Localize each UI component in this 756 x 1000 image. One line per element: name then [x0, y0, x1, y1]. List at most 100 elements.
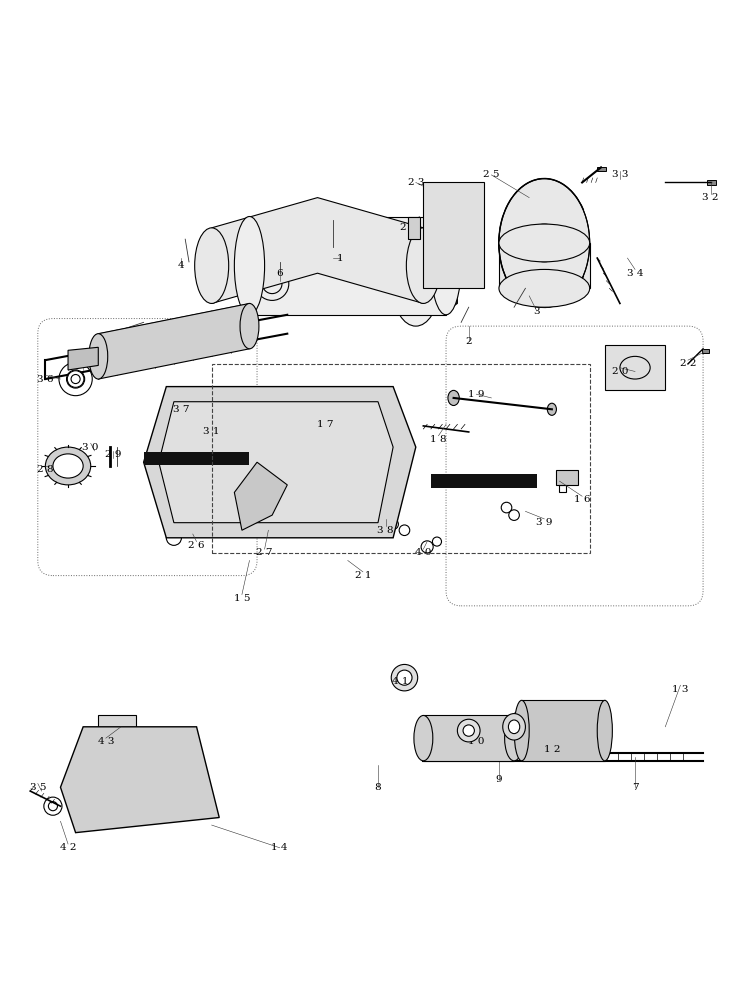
Text: 2 1: 2 1 [355, 571, 371, 580]
Bar [98, 715, 136, 734]
Bar [212, 364, 590, 553]
Text: 3 5: 3 5 [29, 783, 46, 792]
Ellipse shape [508, 720, 520, 734]
Polygon shape [446, 285, 457, 311]
Text: 7: 7 [632, 783, 638, 792]
Polygon shape [144, 387, 416, 538]
Ellipse shape [547, 403, 556, 415]
Polygon shape [408, 217, 420, 239]
Polygon shape [423, 182, 484, 288]
Polygon shape [212, 198, 423, 303]
Text: 8: 8 [375, 783, 381, 792]
Text: 4 2: 4 2 [60, 843, 76, 852]
Text: 3 1: 3 1 [203, 427, 220, 436]
Text: 2 5: 2 5 [483, 170, 500, 179]
Polygon shape [68, 347, 98, 370]
Ellipse shape [71, 375, 80, 384]
Bar [410, 226, 417, 234]
Text: 2 8: 2 8 [37, 465, 54, 474]
Text: 1 4: 1 4 [271, 843, 288, 852]
Bar [463, 214, 475, 226]
Bar [431, 474, 537, 488]
Text: 4: 4 [178, 261, 184, 270]
Bar [314, 398, 329, 413]
Polygon shape [159, 402, 393, 523]
Text: 5: 5 [133, 329, 139, 338]
Bar [432, 244, 445, 257]
Ellipse shape [240, 303, 259, 349]
Polygon shape [60, 727, 219, 833]
Text: 1 2: 1 2 [544, 745, 560, 754]
Ellipse shape [514, 700, 529, 761]
Text: 4 3: 4 3 [98, 737, 114, 746]
Text: 2 3: 2 3 [407, 178, 424, 187]
Ellipse shape [431, 217, 461, 315]
Ellipse shape [295, 220, 340, 296]
Text: 6: 6 [277, 269, 283, 278]
Polygon shape [249, 217, 446, 315]
Ellipse shape [195, 228, 228, 303]
Text: 3 0: 3 0 [82, 443, 99, 452]
Bar [450, 290, 456, 303]
Ellipse shape [190, 401, 203, 410]
Text: 1 6: 1 6 [574, 495, 590, 504]
Text: 3 6: 3 6 [37, 375, 54, 384]
Text: 1 5: 1 5 [234, 594, 250, 603]
Bar [597, 167, 606, 171]
Ellipse shape [463, 725, 475, 736]
Bar [556, 470, 578, 485]
Text: 3 4: 3 4 [627, 269, 643, 278]
Bar [702, 349, 709, 353]
Polygon shape [522, 700, 605, 761]
Ellipse shape [499, 179, 590, 307]
Ellipse shape [178, 401, 185, 406]
Ellipse shape [597, 700, 612, 761]
Polygon shape [605, 345, 665, 390]
Ellipse shape [448, 390, 459, 406]
Ellipse shape [397, 670, 412, 685]
Bar [463, 244, 475, 257]
Text: 2 2: 2 2 [680, 359, 696, 368]
Text: 9: 9 [496, 775, 502, 784]
Ellipse shape [505, 715, 524, 761]
Bar [559, 485, 566, 492]
Text: 2 6: 2 6 [188, 541, 205, 550]
Ellipse shape [393, 251, 438, 326]
Bar [144, 452, 249, 465]
Ellipse shape [53, 454, 83, 478]
Ellipse shape [407, 228, 440, 303]
Ellipse shape [193, 403, 200, 408]
Text: 1 7: 1 7 [317, 420, 333, 429]
Ellipse shape [175, 399, 188, 408]
Ellipse shape [234, 217, 265, 315]
Ellipse shape [67, 371, 84, 387]
Polygon shape [423, 715, 514, 761]
Text: 1 3: 1 3 [672, 684, 689, 694]
Text: 3 7: 3 7 [173, 405, 190, 414]
Bar [707, 180, 716, 185]
Text: 2 4: 2 4 [400, 223, 417, 232]
Polygon shape [234, 462, 287, 530]
Text: 3 9: 3 9 [536, 518, 553, 527]
Ellipse shape [392, 664, 417, 691]
Ellipse shape [414, 715, 432, 761]
Polygon shape [499, 243, 590, 288]
Polygon shape [98, 303, 249, 379]
Ellipse shape [457, 719, 480, 742]
Ellipse shape [499, 224, 590, 262]
Text: 3 3: 3 3 [612, 170, 628, 179]
Text: 1 1: 1 1 [506, 715, 522, 724]
Text: 2 9: 2 9 [105, 450, 122, 459]
Ellipse shape [499, 269, 590, 307]
Text: 1: 1 [337, 254, 343, 263]
Ellipse shape [89, 334, 108, 379]
Text: 3 2: 3 2 [702, 193, 719, 202]
Text: 4 1: 4 1 [392, 677, 409, 686]
Text: 3: 3 [534, 306, 540, 316]
Bar [432, 214, 445, 226]
Text: 2: 2 [466, 337, 472, 346]
Text: 2 0: 2 0 [612, 367, 628, 376]
Text: 1 8: 1 8 [430, 435, 447, 444]
Text: 1 0: 1 0 [468, 737, 485, 746]
Text: 3 8: 3 8 [377, 526, 394, 535]
